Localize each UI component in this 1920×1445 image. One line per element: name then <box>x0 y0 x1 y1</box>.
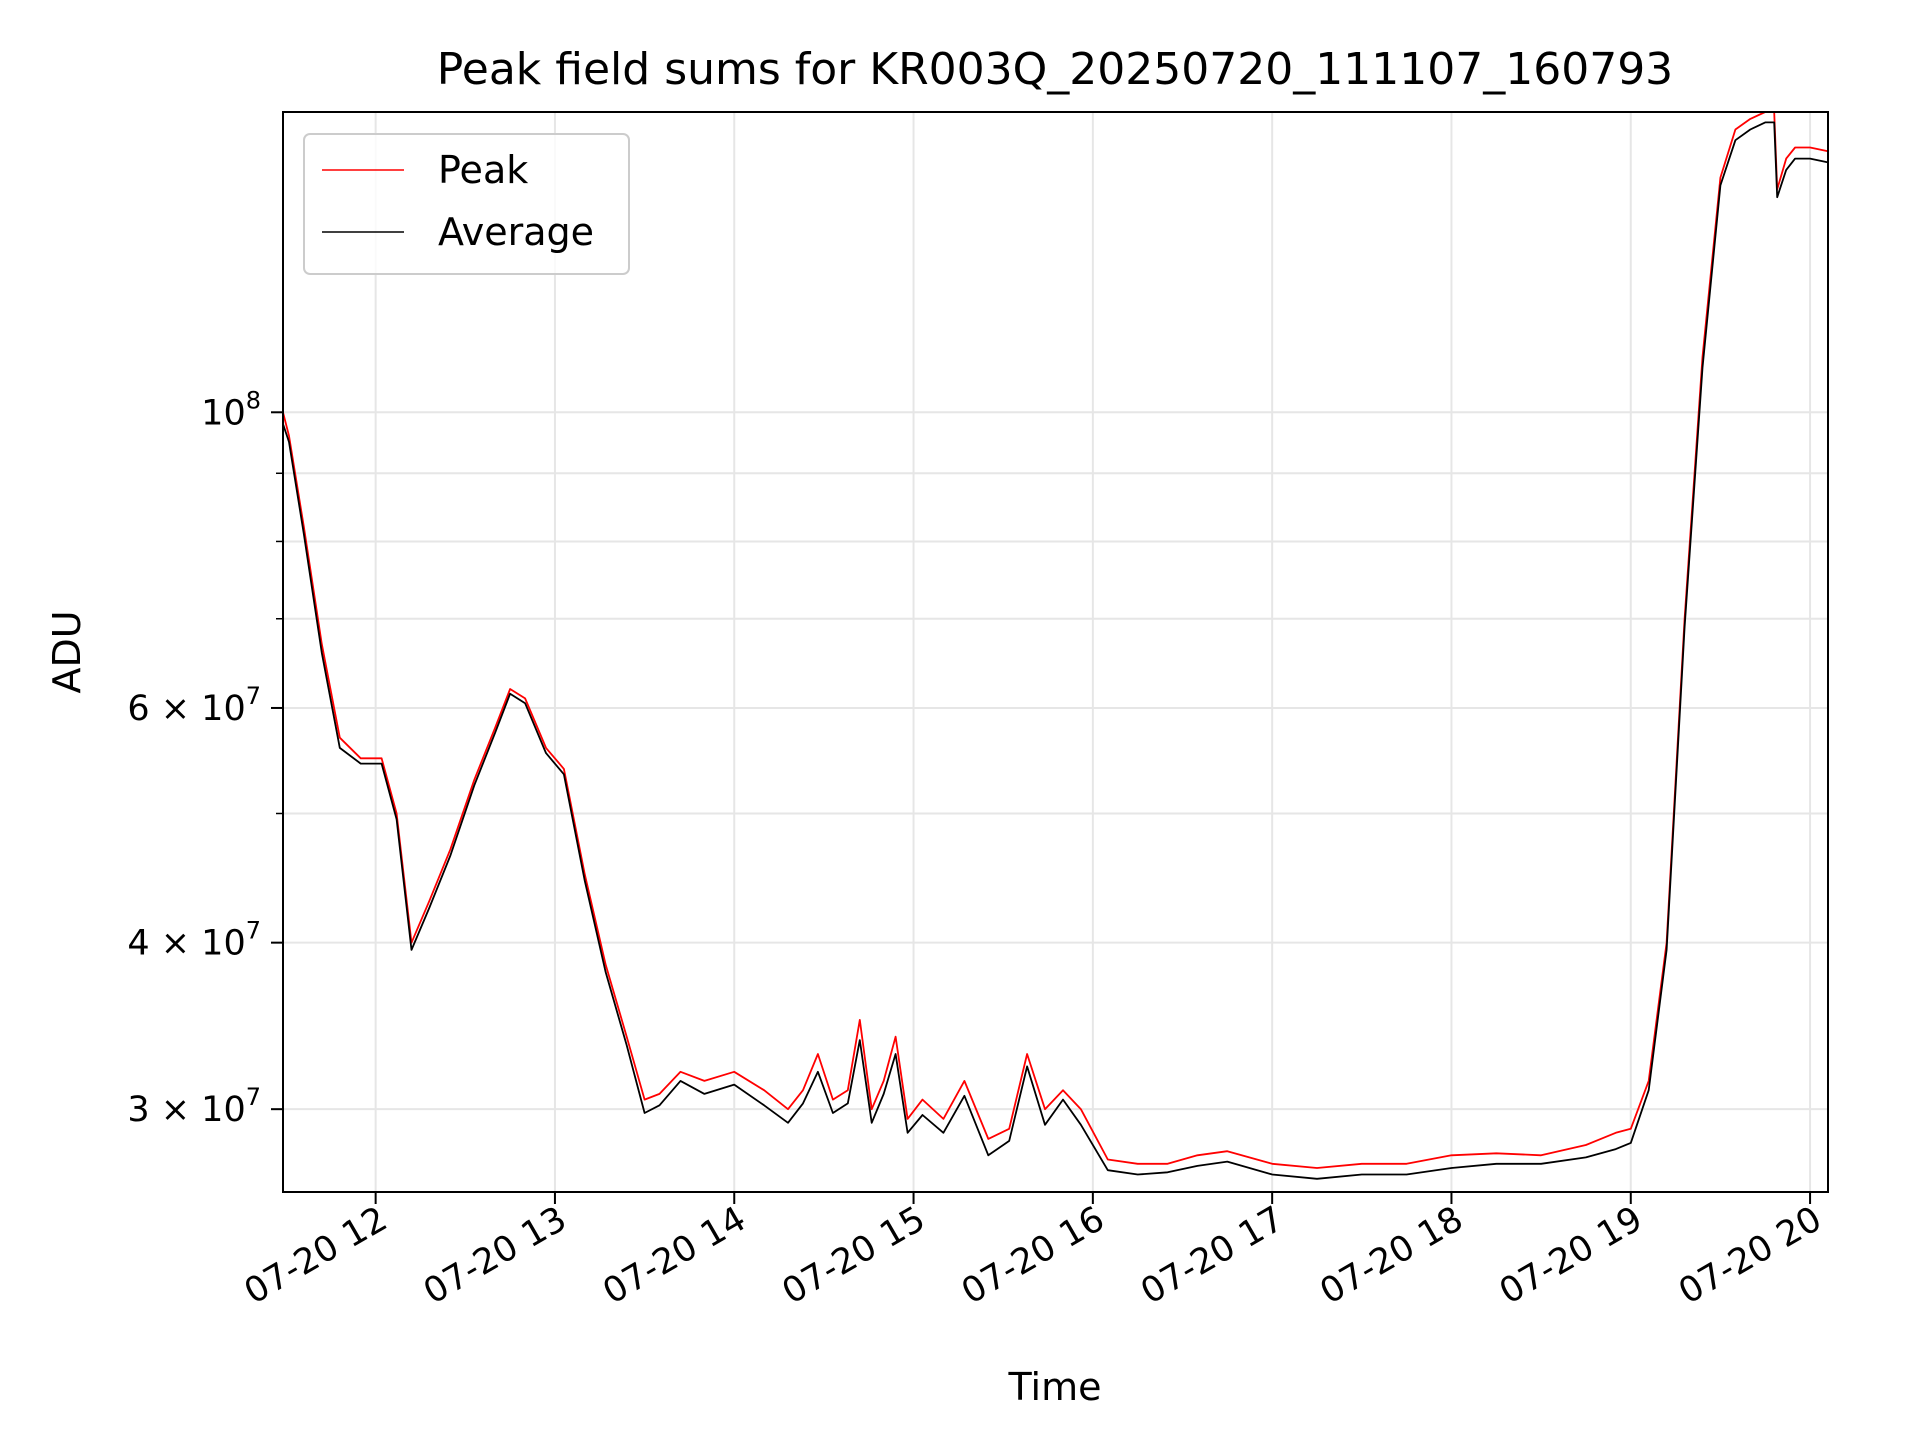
y-tick-label: 108 <box>201 386 261 433</box>
legend-box <box>303 133 630 275</box>
y-tick-label: 6 × 107 <box>127 682 261 729</box>
series-line-average <box>282 121 1829 1180</box>
chart-title: Peak field sums for KR003Q_20250720_1111… <box>437 44 1673 95</box>
legend-label-average: Average <box>438 210 594 254</box>
x-tick-label: 07-20 15 <box>776 1199 932 1312</box>
x-tick-label: 07-20 16 <box>955 1199 1111 1312</box>
legend: Peak Average <box>303 133 630 275</box>
x-tick-label: 07-20 20 <box>1672 1199 1828 1312</box>
series-line-peak <box>282 111 1829 1169</box>
y-tick-label: 4 × 107 <box>127 917 261 964</box>
x-tick-label: 07-20 17 <box>1134 1199 1290 1312</box>
x-tick-label: 07-20 14 <box>596 1199 752 1312</box>
x-tick-label: 07-20 13 <box>417 1199 573 1312</box>
series-layer <box>282 111 1829 1180</box>
x-axis-label: Time <box>1008 1365 1102 1409</box>
ticks-layer: 07-20 12 07-20 13 07-20 14 07-20 15 07-20 16… <box>127 386 1828 1312</box>
y-tick-label: 3 × 107 <box>127 1083 261 1130</box>
y-axis-label: ADU <box>45 610 89 693</box>
x-tick-label: 07-20 18 <box>1314 1199 1470 1312</box>
x-tick-label: 07-20 12 <box>238 1199 394 1312</box>
x-tick-label: 07-20 19 <box>1493 1199 1649 1312</box>
plot-area-frame <box>282 111 1829 1193</box>
legend-label-peak: Peak <box>438 148 528 192</box>
